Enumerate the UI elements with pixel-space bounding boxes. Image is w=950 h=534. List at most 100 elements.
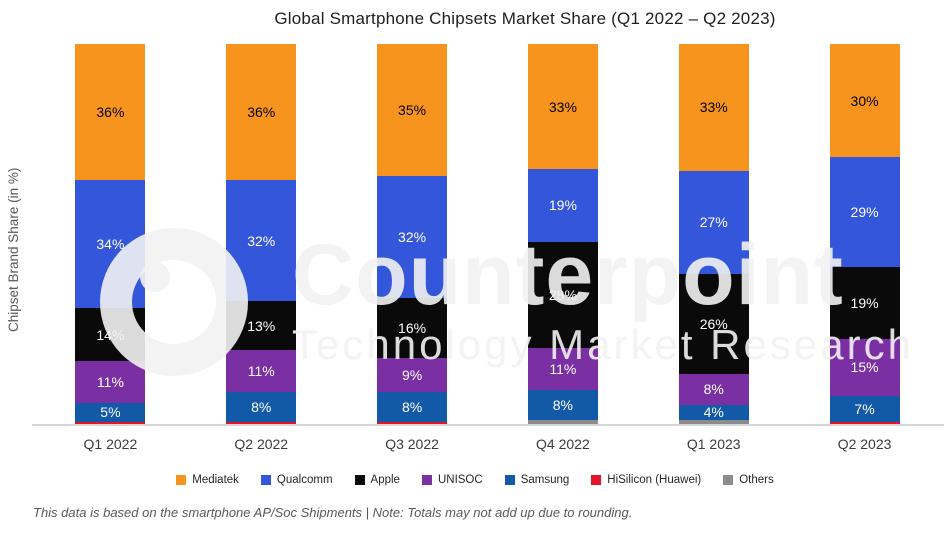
stacked-bar-q1-2023: 33% 27% 26% 8% 4%: [678, 44, 749, 424]
bar-slot-q2-2022: 36% 32% 13% 11% 8%: [186, 44, 337, 424]
data-label: 8%: [401, 399, 423, 416]
legend: Mediatek Qualcomm Apple UNISOC Samsung HiSili…: [0, 474, 950, 486]
segment-unisoc-q4-2022: 11%: [527, 347, 598, 390]
segment-apple-q4-2022: 28%: [527, 241, 598, 348]
data-label: 33%: [548, 98, 577, 115]
stacked-bar-q2-2022: 36% 32% 13% 11% 8%: [226, 44, 297, 424]
data-label: 8%: [552, 396, 573, 413]
segment-qualcomm-q3-2022: 32%: [377, 176, 448, 298]
data-label: 9%: [401, 367, 423, 384]
data-label: 28%: [548, 286, 577, 303]
data-label: 8%: [703, 381, 724, 398]
data-label: 30%: [850, 92, 879, 109]
stacked-bar-q1-2022: 36% 34% 14% 11% 5%: [75, 44, 146, 424]
x-axis-label-q4-2022: Q4 2022: [536, 436, 590, 452]
x-axis-label-q1-2022: Q1 2022: [83, 436, 138, 452]
segment-others-q1-2023: [678, 420, 749, 424]
legend-swatch-icon: [354, 475, 365, 485]
data-label: 5%: [100, 404, 121, 421]
footnote: This data is based on the smartphone AP/…: [33, 505, 633, 520]
segment-samsung-q2-2022: 8%: [226, 391, 297, 423]
segment-samsung-q2-2023: 7%: [829, 395, 900, 423]
segment-mediatek-q2-2022: 36%: [226, 44, 297, 181]
data-label: 4%: [703, 404, 724, 421]
stacked-bar-q2-2023: 30% 29% 19% 15% 7%: [829, 44, 900, 424]
data-label: 16%: [398, 319, 427, 336]
segment-qualcomm-q2-2022: 32%: [226, 180, 297, 302]
legend-label: HiSilicon (Huawei): [607, 474, 702, 486]
data-label: 29%: [850, 204, 879, 221]
segment-hisilicon-huawei-q3-2022: [377, 422, 448, 424]
x-axis-label-q2-2023: Q2 2023: [837, 436, 892, 452]
legend-swatch-icon: [421, 475, 432, 485]
data-label: 32%: [398, 229, 427, 246]
data-label: 27%: [699, 214, 728, 231]
legend-swatch-icon: [504, 475, 515, 485]
x-axis-label-q1-2023: Q1 2023: [686, 436, 741, 452]
bar-slot-q2-2023: 30% 29% 19% 15% 7%: [789, 44, 940, 424]
segment-hisilicon-huawei-q1-2022: [75, 421, 146, 424]
stacked-bar-q3-2022: 35% 32% 16% 9% 8%: [377, 44, 448, 424]
legend-swatch-icon: [723, 475, 734, 485]
segment-unisoc-q3-2022: 9%: [377, 358, 448, 393]
data-label: 11%: [96, 374, 124, 391]
segment-unisoc-q1-2023: 8%: [678, 374, 749, 405]
segment-apple-q2-2022: 13%: [226, 301, 297, 351]
segment-mediatek-q1-2022: 36%: [75, 44, 146, 180]
bar-slot-q1-2023: 33% 27% 26% 8% 4%: [638, 44, 789, 424]
legend-label: Apple: [370, 474, 400, 486]
data-label: 32%: [247, 232, 276, 249]
stacked-bar-q4-2022: 33% 19% 28% 11% 8%: [527, 44, 598, 424]
legend-label: Samsung: [520, 474, 570, 486]
chart-title: Global Smartphone Chipsets Market Share …: [274, 9, 776, 28]
segment-unisoc-q1-2022: 11%: [75, 361, 146, 403]
x-axis-label-q3-2022: Q3 2022: [385, 436, 439, 452]
segment-mediatek-q4-2022: 33%: [527, 44, 598, 170]
segment-samsung-q4-2022: 8%: [527, 389, 598, 421]
segment-qualcomm-q2-2023: 29%: [829, 157, 900, 268]
legend-swatch-icon: [176, 475, 187, 485]
legend-label: Qualcomm: [276, 474, 333, 486]
data-label: 26%: [699, 316, 728, 333]
segment-qualcomm-q4-2022: 19%: [527, 169, 598, 242]
segment-qualcomm-q1-2023: 27%: [678, 170, 749, 275]
plot-area: 36% 34% 14% 11% 5% 36% 32% 13% 11% 8% 35% 32% 16% 9% 8…: [32, 44, 944, 426]
segment-qualcomm-q1-2022: 34%: [75, 179, 146, 309]
legend-item-others: Others: [723, 474, 774, 486]
data-label: 19%: [850, 294, 879, 311]
segment-apple-q2-2023: 19%: [829, 267, 900, 339]
bar-slot-q3-2022: 35% 32% 16% 9% 8%: [337, 44, 488, 424]
segment-apple-q1-2023: 26%: [678, 274, 749, 375]
bar-slot-q4-2022: 33% 19% 28% 11% 8%: [487, 44, 638, 424]
segment-mediatek-q2-2023: 30%: [829, 44, 900, 158]
segment-hisilicon-huawei-q2-2022: [226, 422, 297, 424]
segment-others-q4-2022: [527, 420, 598, 424]
legend-label: Others: [739, 474, 774, 486]
segment-samsung-q3-2022: 8%: [377, 392, 448, 423]
bars-row: 36% 34% 14% 11% 5% 36% 32% 13% 11% 8% 35% 32% 16% 9% 8…: [35, 44, 940, 424]
segment-unisoc-q2-2022: 11%: [226, 350, 297, 392]
legend-item-apple: Apple: [354, 474, 400, 486]
legend-item-samsung: Samsung: [504, 474, 570, 486]
data-label: 15%: [850, 359, 879, 376]
legend-item-unisoc: UNISOC: [421, 474, 483, 486]
data-label: 8%: [251, 398, 272, 415]
data-label: 13%: [247, 317, 276, 334]
legend-item-qualcomm: Qualcomm: [260, 474, 333, 486]
legend-label: UNISOC: [437, 474, 483, 486]
data-label: 36%: [96, 103, 125, 120]
data-label: 14%: [96, 326, 125, 343]
segment-mediatek-q3-2022: 35%: [377, 44, 448, 177]
y-axis-title: Chipset Brand Share (in %): [6, 167, 21, 333]
segment-apple-q1-2022: 14%: [75, 308, 146, 362]
legend-label: Mediatek: [192, 474, 239, 486]
data-label: 35%: [398, 102, 427, 119]
data-label: 34%: [96, 236, 125, 253]
segment-apple-q3-2022: 16%: [377, 297, 448, 359]
segment-unisoc-q2-2023: 15%: [829, 338, 900, 396]
segment-hisilicon-huawei-q2-2023: [829, 422, 900, 424]
segment-mediatek-q1-2023: 33%: [678, 44, 749, 171]
legend-item-mediatek: Mediatek: [176, 474, 239, 486]
data-label: 19%: [548, 197, 577, 214]
